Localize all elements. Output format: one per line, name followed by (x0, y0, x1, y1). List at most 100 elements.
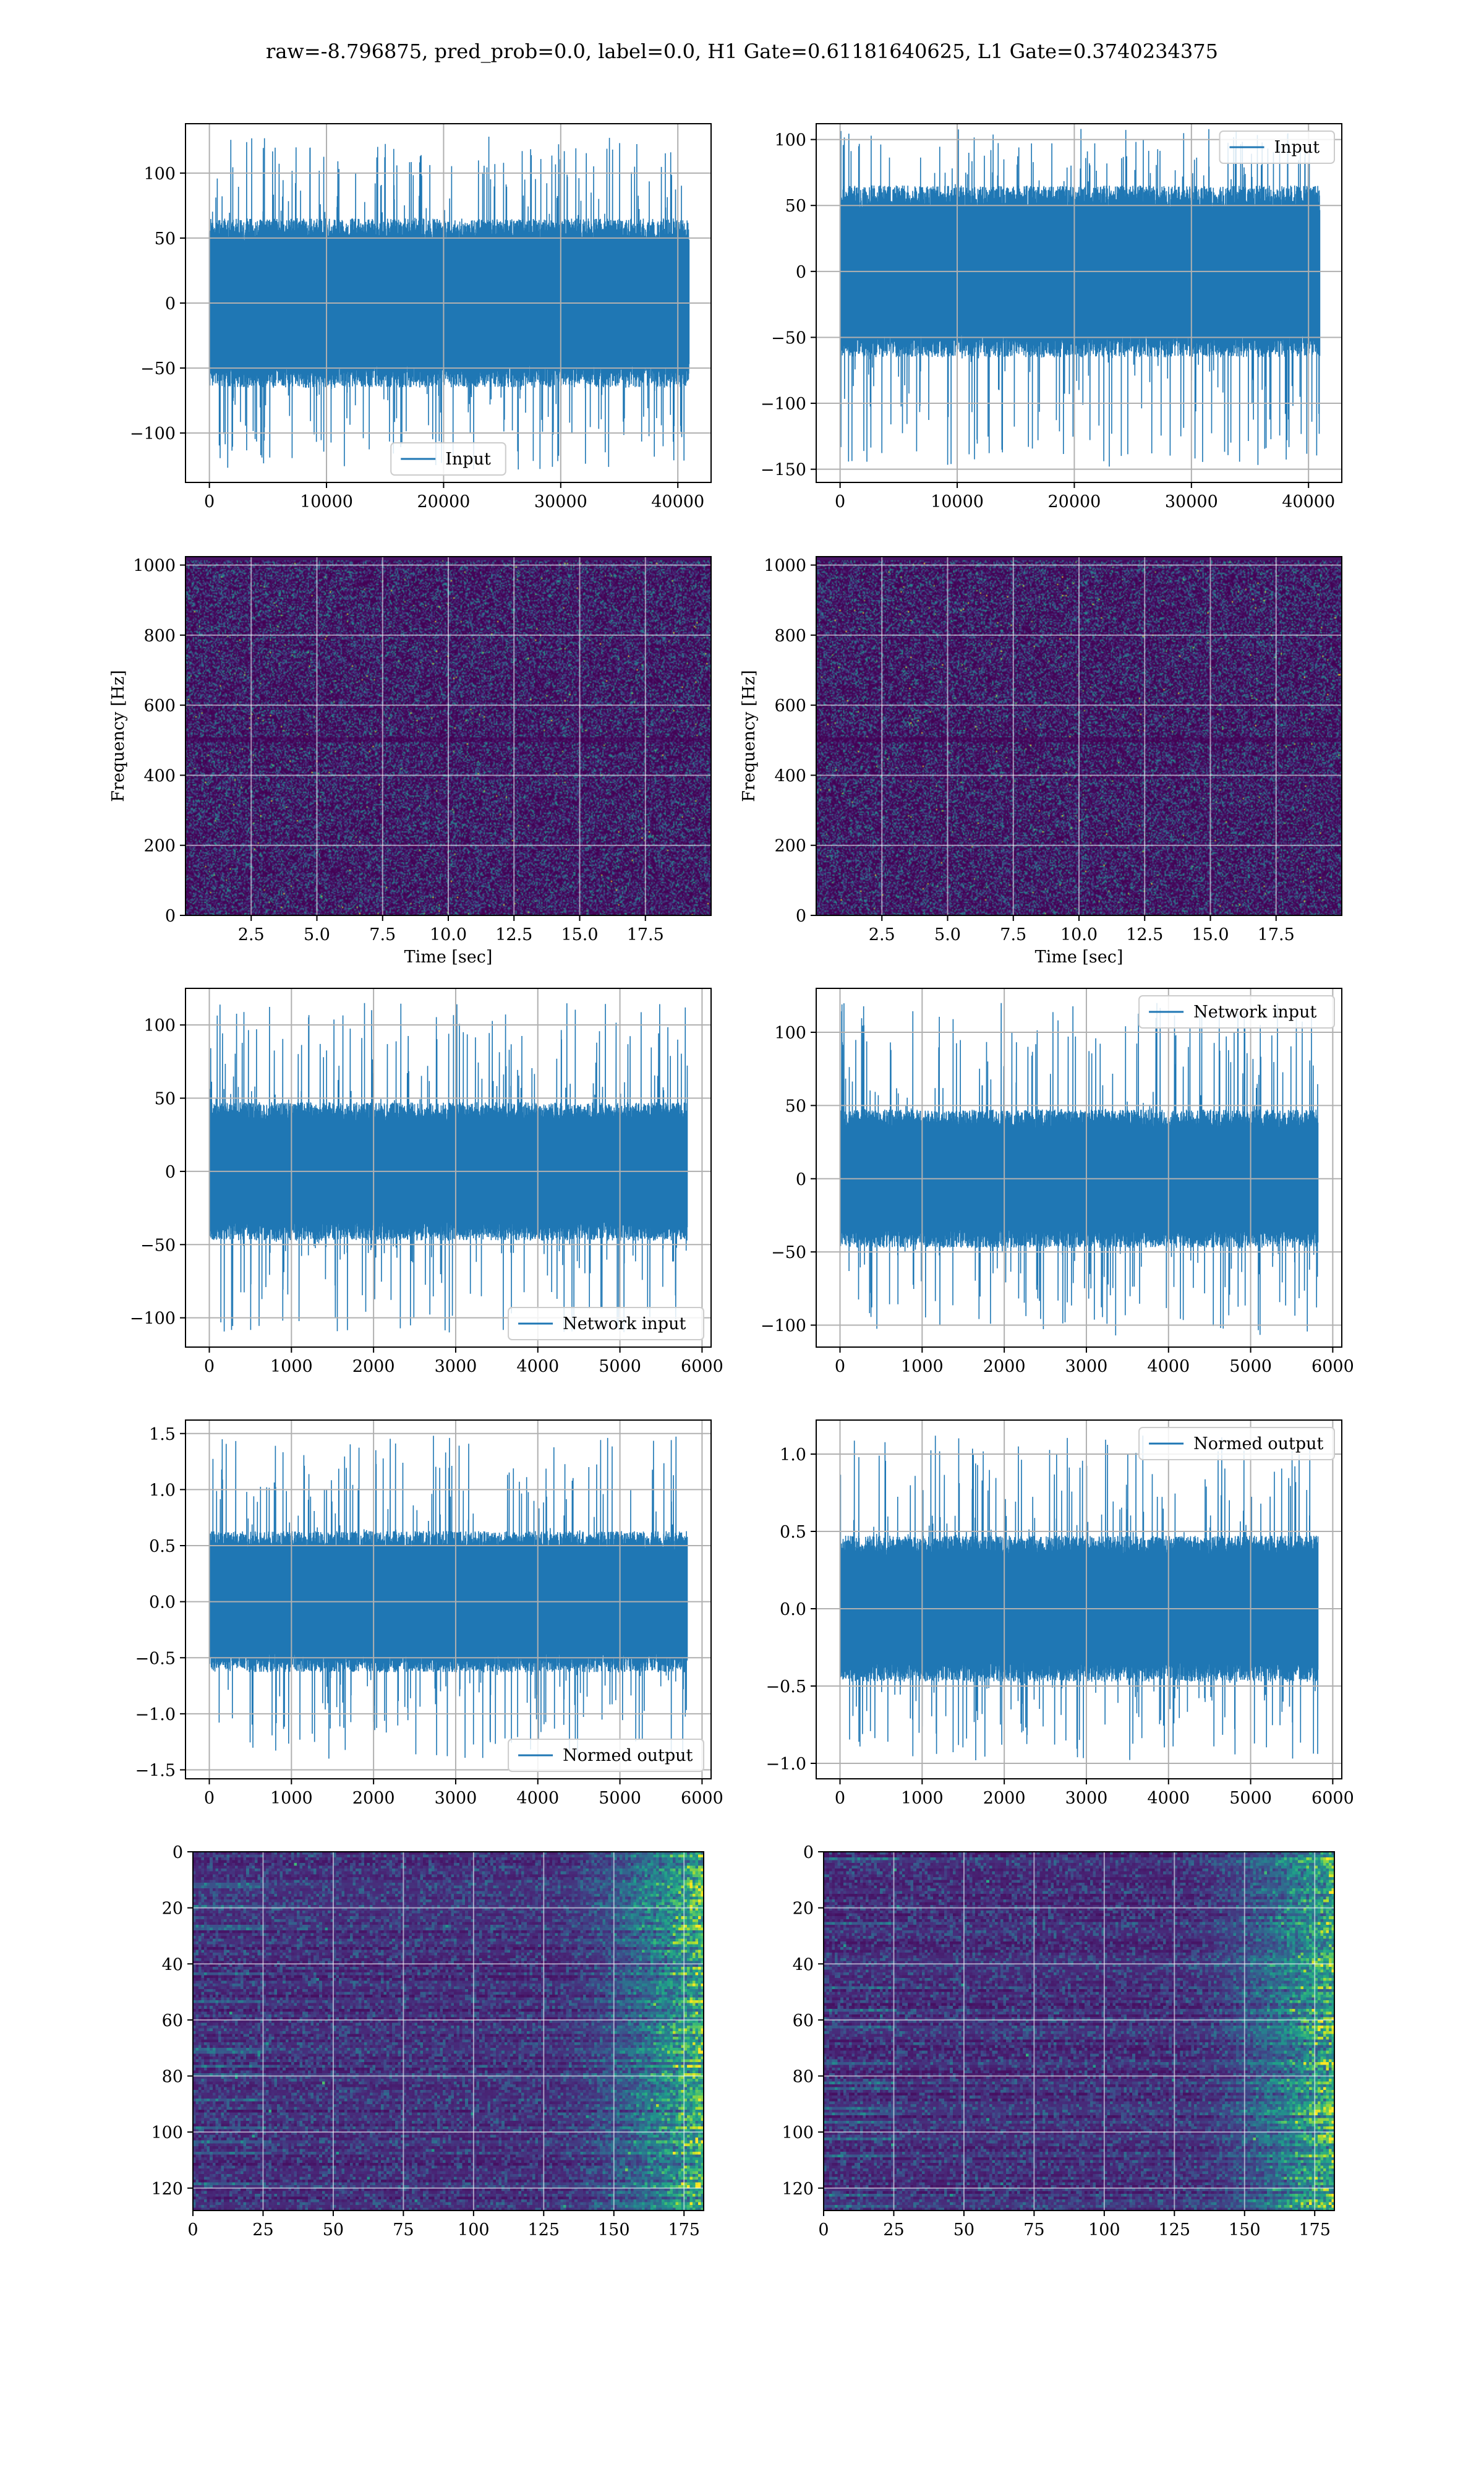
h1-normed-output-x-tick-label: 5000 (599, 1789, 641, 1808)
h1-network-input-x-tick-label: 0 (204, 1357, 215, 1376)
l1-spectrogram-x-tick-label: 2.5 (869, 925, 895, 944)
h1-spectrogram-x-tick-label: 15.0 (561, 925, 598, 944)
h1-normed-output-y-tick-label: 0.5 (149, 1537, 176, 1556)
h1-network-input-y-tick-label: 100 (143, 1016, 176, 1035)
l1-feature-map-x-tick-label: 25 (883, 2220, 904, 2240)
h1-network-input-grid (186, 988, 711, 1347)
h1-feature-map-y-tick-label: 100 (151, 2123, 183, 2142)
h1-network-input-axes-frame (185, 988, 712, 1348)
h1-normed-output-y-tick-label: −0.5 (135, 1649, 176, 1668)
l1-network-input-chart: 0 1000 2000 3000 4000 5000 6000 −100 −50 0 50 100 Ne… (761, 988, 1354, 1376)
l1-feature-map-x-tick-label: 125 (1159, 2220, 1191, 2240)
h1-normed-output-y-tick-label: −1.5 (135, 1761, 176, 1781)
l1-network-input-plot-area (816, 988, 1342, 1347)
l1-input-series-line (839, 129, 1321, 467)
l1-normed-output-y-tick-label: 0.0 (780, 1600, 806, 1619)
l1-normed-output-x-tick-label: 3000 (1065, 1789, 1108, 1808)
h1-network-input-y-tick-label: −100 (130, 1309, 176, 1329)
h1-network-input-series-line (208, 1003, 688, 1333)
h1-feature-map-grid (193, 1852, 704, 2211)
legend-label: Network input (563, 1314, 686, 1333)
h1-feature-map-chart: 0 25 50 75 100 125 150 175 0 20 40 60 80 100 120 (151, 1843, 704, 2240)
l1-input-plot-area (816, 124, 1342, 482)
h1-normed-output-chart: 0 1000 2000 3000 4000 5000 6000 −1.5 −1.0 −0.5 0.0… (135, 1419, 723, 1808)
h1-feature-map-axes-frame (192, 1851, 704, 2211)
h1-feature-map-x-tick-label: 25 (252, 2220, 273, 2240)
l1-normed-output-x-tick-label: 0 (835, 1789, 845, 1808)
h1-spectrogram-y-tick-label: 400 (143, 766, 176, 785)
h1-normed-output-y-tick-label: −1.0 (135, 1705, 176, 1724)
h1-feature-map-x-tick-label: 100 (458, 2220, 490, 2240)
l1-feature-map-x-tick-label: 150 (1229, 2220, 1261, 2240)
h1-normed-output-legend: Normed output (508, 1739, 704, 1772)
l1-spectrogram-y-tick-label: 200 (774, 837, 806, 856)
h1-network-input-legend: Network input (508, 1307, 704, 1340)
h1-spectrogram-y-tick-label: 200 (143, 837, 176, 856)
l1-network-input-grid (816, 988, 1342, 1347)
l1-network-input-y-tick-label: 100 (774, 1024, 806, 1043)
h1-input-x-tick-label: 10000 (300, 492, 353, 511)
l1-normed-output-y-tick-label: −0.5 (765, 1677, 806, 1697)
l1-feature-map-chart: 0 25 50 75 100 125 150 175 0 20 40 60 80 100 120 (782, 1843, 1335, 2240)
l1-normed-output-legend: Normed output (1138, 1427, 1335, 1460)
l1-input-y-tick-label: 100 (774, 131, 806, 150)
l1-normed-output-y-tick-label: 0.5 (780, 1523, 806, 1542)
l1-network-input-series-line (839, 1003, 1319, 1336)
l1-feature-map-y-tick-label: 100 (782, 2123, 814, 2142)
h1-network-input-x-tick-label: 3000 (435, 1357, 477, 1376)
l1-normed-output-plot-area (816, 1420, 1342, 1779)
h1-network-input-x-tick-label: 4000 (516, 1357, 559, 1376)
l1-normed-output-chart: 0 1000 2000 3000 4000 5000 6000 −1.0 −0.5 0.0 0.5 1… (765, 1419, 1354, 1808)
legend-label: Normed output (563, 1746, 693, 1765)
h1-input-x-tick-label: 0 (204, 492, 215, 511)
l1-input-x-tick-label: 20000 (1047, 492, 1101, 511)
h1-input-plot-area (186, 124, 711, 482)
h1-feature-map-y-tick-label: 40 (162, 1955, 183, 1974)
l1-feature-map-axes-frame (823, 1851, 1335, 2211)
h1-normed-output-y-tick-label: 1.5 (149, 1425, 176, 1444)
h1-input-chart: 0 10000 20000 30000 40000 −100 −50 0 50 100 Input (130, 123, 712, 511)
l1-feature-map-grid (824, 1852, 1334, 2211)
l1-feature-map-x-tick-label: 175 (1298, 2220, 1331, 2240)
l1-feature-map-y-tick-label: 20 (793, 1899, 814, 1919)
h1-input-y-tick-label: −50 (140, 359, 176, 379)
h1-network-input-y-tick-label: 0 (165, 1163, 176, 1182)
l1-input-y-tick-label: −150 (761, 461, 806, 480)
h1-spectrogram-plot-area (186, 557, 711, 915)
l1-network-input-legend: Network input (1138, 995, 1335, 1029)
l1-feature-map-plot-area (824, 1852, 1334, 2211)
l1-feature-map-x-tick-label: 0 (818, 2220, 829, 2240)
h1-feature-map-x-tick-label: 125 (528, 2220, 560, 2240)
l1-normed-output-series-line (839, 1436, 1319, 1760)
h1-network-input-plot-area (186, 988, 711, 1347)
l1-input-y-tick-label: 0 (796, 263, 806, 282)
h1-input-x-tick-label: 20000 (417, 492, 470, 511)
h1-normed-output-axes-frame (185, 1419, 712, 1779)
h1-feature-map-y-tick-label: 120 (151, 2180, 183, 2199)
l1-spectrogram-y-tick-label: 1000 (764, 557, 806, 576)
l1-normed-output-x-tick-label: 2000 (983, 1789, 1026, 1808)
h1-spectrogram-y-tick-label: 800 (143, 627, 176, 646)
h1-network-input-y-tick-label: 50 (155, 1090, 176, 1109)
l1-feature-map-image (824, 1852, 1334, 2211)
l1-spectrogram-x-tick-label: 12.5 (1126, 925, 1163, 944)
h1-network-input-y-tick-label: −50 (140, 1236, 176, 1255)
h1-spectrogram-x-axis-label: Time [sec] (404, 948, 493, 967)
l1-network-input-y-tick-label: 0 (796, 1170, 806, 1189)
l1-normed-output-y-tick-label: 1.0 (780, 1445, 806, 1465)
l1-spectrogram-x-tick-label: 7.5 (1000, 925, 1026, 944)
h1-network-input-x-tick-label: 2000 (352, 1357, 395, 1376)
h1-network-input-chart: 0 1000 2000 3000 4000 5000 6000 −100 −50 0 50 100 Ne… (130, 988, 723, 1376)
l1-normed-output-x-tick-label: 1000 (901, 1789, 944, 1808)
h1-feature-map-image (193, 1852, 704, 2211)
h1-input-x-tick-label: 30000 (534, 492, 587, 511)
h1-normed-output-x-tick-label: 2000 (352, 1789, 395, 1808)
l1-network-input-x-tick-label: 4000 (1147, 1357, 1190, 1376)
h1-input-x-tick-label: 40000 (651, 492, 704, 511)
h1-normed-output-x-tick-label: 6000 (681, 1789, 723, 1808)
h1-input-y-tick-label: 0 (165, 294, 176, 314)
l1-network-input-x-tick-label: 3000 (1065, 1357, 1108, 1376)
h1-feature-map-y-tick-label: 60 (162, 2011, 183, 2031)
l1-feature-map-y-tick-label: 80 (793, 2068, 814, 2087)
